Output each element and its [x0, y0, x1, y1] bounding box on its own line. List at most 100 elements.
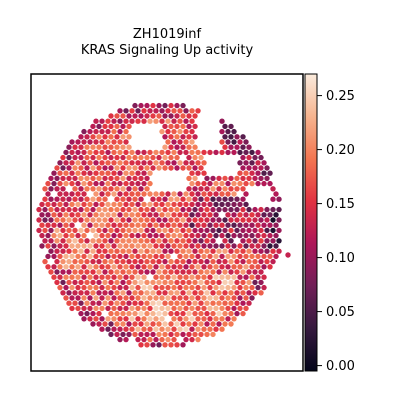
spot [240, 290, 246, 296]
spot [144, 102, 150, 109]
spot [240, 227, 246, 234]
spot [234, 196, 240, 202]
spot [177, 149, 183, 156]
spot [207, 284, 213, 291]
spot [240, 279, 246, 286]
spot [111, 118, 117, 124]
spot [69, 180, 75, 187]
spot [171, 284, 177, 291]
spot [135, 118, 141, 124]
spot [69, 253, 75, 260]
spot [177, 305, 183, 312]
spot [123, 139, 129, 145]
spot [99, 316, 105, 322]
spot [123, 316, 129, 322]
spot [195, 180, 201, 187]
spot [126, 165, 132, 171]
spot [177, 212, 183, 218]
spot [231, 128, 237, 135]
spot [129, 253, 135, 260]
spot [129, 149, 135, 156]
spot [123, 128, 129, 135]
spot [165, 232, 171, 239]
spot [231, 139, 237, 145]
spot [132, 258, 138, 265]
spot [174, 342, 180, 348]
spot [150, 217, 156, 223]
spot [252, 206, 258, 213]
spot [93, 170, 99, 176]
spot [201, 232, 207, 239]
spot [99, 201, 105, 208]
spot [192, 186, 198, 192]
spot [222, 269, 228, 275]
spot [72, 227, 78, 234]
spot [159, 118, 165, 124]
spot [120, 134, 126, 140]
spot [90, 290, 96, 296]
spot [90, 196, 96, 202]
spot [207, 253, 213, 260]
spot [216, 248, 222, 254]
spot [207, 201, 213, 208]
spot [81, 149, 87, 156]
spot [84, 196, 90, 202]
spot [63, 274, 69, 280]
spot [198, 310, 204, 317]
spot [108, 310, 114, 317]
spot [126, 269, 132, 275]
spot [192, 290, 198, 296]
spot [210, 331, 216, 338]
spot [144, 206, 150, 213]
spot [174, 123, 180, 130]
spot [147, 264, 153, 270]
spot [234, 310, 240, 317]
spot [258, 238, 264, 244]
spot [105, 316, 111, 322]
spot [135, 316, 141, 322]
spot [207, 222, 213, 228]
spot [189, 139, 195, 145]
spot [201, 284, 207, 291]
spot [54, 238, 60, 244]
spot [270, 186, 276, 192]
spot [105, 149, 111, 156]
spot [84, 258, 90, 265]
spot [96, 154, 102, 161]
spot [57, 284, 63, 291]
spot [156, 279, 162, 286]
spot [156, 217, 162, 223]
spot [114, 269, 120, 275]
spot [45, 243, 51, 249]
spot [249, 212, 255, 218]
spot [63, 212, 69, 218]
spot [135, 295, 141, 301]
spot [87, 201, 93, 208]
spot [66, 279, 72, 286]
spot [51, 253, 57, 260]
spot [66, 175, 72, 182]
spot [165, 128, 171, 135]
spot [228, 248, 234, 254]
spot [189, 108, 195, 114]
spot [222, 217, 228, 223]
spot [177, 274, 183, 280]
spot [213, 222, 219, 228]
spot [69, 284, 75, 291]
spot [159, 160, 165, 166]
spot [81, 232, 87, 239]
spot [189, 170, 195, 176]
spot [138, 321, 144, 327]
spot [99, 253, 105, 260]
spot [162, 321, 168, 327]
spot [159, 108, 165, 114]
spot [153, 118, 159, 124]
spot [150, 165, 156, 171]
spot [66, 248, 72, 254]
spot [48, 175, 54, 182]
spot [180, 290, 186, 296]
spot [273, 232, 279, 239]
spot [117, 284, 123, 291]
spot [168, 300, 174, 306]
spot [84, 165, 90, 171]
